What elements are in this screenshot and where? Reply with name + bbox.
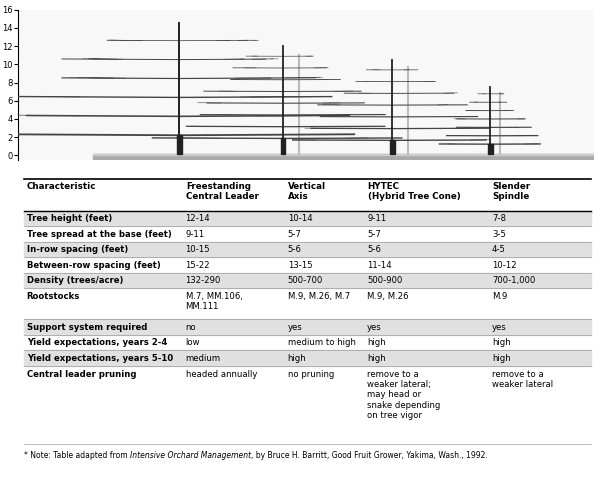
Text: Central leader pruning: Central leader pruning xyxy=(26,369,136,379)
Text: 500-700: 500-700 xyxy=(287,276,323,285)
Text: Freestanding
Central Leader: Freestanding Central Leader xyxy=(186,182,259,201)
Text: 10-15: 10-15 xyxy=(185,245,210,254)
Text: 5-6: 5-6 xyxy=(287,245,302,254)
Bar xyxy=(24,210,591,226)
Text: high: high xyxy=(492,354,511,363)
Text: Tree spread at the base (feet): Tree spread at the base (feet) xyxy=(26,230,172,239)
Text: 5-6: 5-6 xyxy=(367,245,381,254)
Bar xyxy=(177,135,182,154)
Text: M.9: M.9 xyxy=(492,292,507,301)
Text: high: high xyxy=(287,354,306,363)
Bar xyxy=(390,141,395,154)
Text: Vertical
Axis: Vertical Axis xyxy=(288,182,326,201)
Text: remove to a
weaker lateral;
may head or
snake depending
on tree vigor: remove to a weaker lateral; may head or … xyxy=(367,369,440,420)
Text: Tree height (feet): Tree height (feet) xyxy=(26,214,112,223)
Text: 12-14: 12-14 xyxy=(185,214,210,223)
Bar xyxy=(24,180,591,210)
Text: M.7, MM.106,
MM.111: M.7, MM.106, MM.111 xyxy=(185,292,242,311)
Text: Yield expectations, years 5-10: Yield expectations, years 5-10 xyxy=(26,354,173,363)
Text: 5-7: 5-7 xyxy=(287,230,302,239)
Bar xyxy=(93,154,594,155)
Text: yes: yes xyxy=(367,323,382,332)
Bar xyxy=(24,350,591,366)
Text: high: high xyxy=(492,339,511,347)
Text: 3-5: 3-5 xyxy=(492,230,506,239)
Bar xyxy=(281,139,285,154)
Text: yes: yes xyxy=(492,323,506,332)
Bar xyxy=(488,144,493,154)
Bar xyxy=(24,242,591,257)
Text: Slender
Spindle: Slender Spindle xyxy=(493,182,530,201)
Text: Yield expectations, years 2-4: Yield expectations, years 2-4 xyxy=(26,339,167,347)
Bar xyxy=(93,154,594,161)
Text: * Note: Table adapted from: * Note: Table adapted from xyxy=(24,451,130,460)
Text: 500-900: 500-900 xyxy=(367,276,403,285)
Text: 11-14: 11-14 xyxy=(367,261,392,270)
Text: 132-290: 132-290 xyxy=(185,276,221,285)
Text: M.9, M.26, M.7: M.9, M.26, M.7 xyxy=(287,292,350,301)
Text: remove to a
weaker lateral: remove to a weaker lateral xyxy=(492,369,553,389)
Text: high: high xyxy=(367,339,386,347)
Text: Intensive Orchard Management: Intensive Orchard Management xyxy=(130,451,251,460)
Text: M.9, M.26: M.9, M.26 xyxy=(367,292,409,301)
Text: Rootstocks: Rootstocks xyxy=(26,292,80,301)
Text: Density (trees/acre): Density (trees/acre) xyxy=(26,276,123,285)
Bar xyxy=(24,273,591,288)
Text: medium to high: medium to high xyxy=(287,339,356,347)
Text: HYTEC
(Hybrid Tree Cone): HYTEC (Hybrid Tree Cone) xyxy=(368,182,460,201)
Text: 10-12: 10-12 xyxy=(492,261,517,270)
Text: headed annually: headed annually xyxy=(185,369,257,379)
Text: Characteristic: Characteristic xyxy=(26,182,96,191)
Text: no: no xyxy=(185,323,196,332)
Text: Support system required: Support system required xyxy=(26,323,147,332)
Text: 10-14: 10-14 xyxy=(287,214,312,223)
Text: 7-8: 7-8 xyxy=(492,214,506,223)
Text: 4-5: 4-5 xyxy=(492,245,506,254)
Text: 13-15: 13-15 xyxy=(287,261,312,270)
Text: yes: yes xyxy=(287,323,302,332)
Text: , by Bruce H. Barritt, Good Fruit Grower, Yakima, Wash., 1992.: , by Bruce H. Barritt, Good Fruit Grower… xyxy=(251,451,488,460)
Text: In-row spacing (feet): In-row spacing (feet) xyxy=(26,245,128,254)
Text: 5-7: 5-7 xyxy=(367,230,381,239)
Text: no pruning: no pruning xyxy=(287,369,334,379)
Text: 9-11: 9-11 xyxy=(185,230,205,239)
Bar xyxy=(24,319,591,335)
Text: low: low xyxy=(185,339,200,347)
Text: 700-1,000: 700-1,000 xyxy=(492,276,535,285)
Text: medium: medium xyxy=(185,354,221,363)
Text: high: high xyxy=(367,354,386,363)
Text: 15-22: 15-22 xyxy=(185,261,210,270)
Text: 9-11: 9-11 xyxy=(367,214,386,223)
Text: Between-row spacing (feet): Between-row spacing (feet) xyxy=(26,261,160,270)
